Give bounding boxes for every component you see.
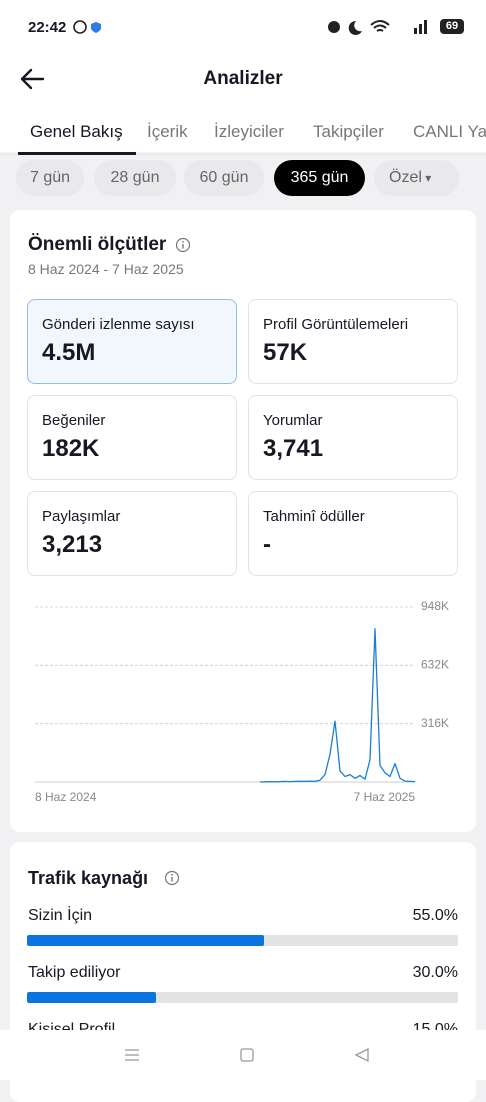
range-chip[interactable]: 7 gün bbox=[16, 160, 84, 196]
metric-value: 4.5M bbox=[42, 339, 96, 366]
tab-indicator bbox=[18, 152, 136, 155]
battery: 69 bbox=[440, 19, 464, 34]
date-range: 8 Haz 2024 - 7 Haz 2025 bbox=[28, 261, 184, 277]
tab-divider bbox=[0, 154, 486, 155]
metric-label: Tahminî ödüller bbox=[263, 508, 365, 525]
metric-label: Profil Görüntülemeleri bbox=[263, 316, 409, 333]
range-chip[interactable]: 60 gün bbox=[184, 160, 264, 196]
traffic-bar-track bbox=[27, 935, 458, 946]
metric-card[interactable]: Yorumlar 3,741 bbox=[248, 395, 458, 480]
metric-value: - bbox=[263, 531, 271, 558]
traffic-name: Sizin İçin bbox=[28, 907, 93, 924]
traffic-bar bbox=[27, 992, 157, 1003]
series-line bbox=[259, 628, 416, 783]
tab[interactable]: İçerik bbox=[147, 122, 188, 141]
metric-card[interactable]: Paylaşımlar 3,213 bbox=[27, 491, 237, 576]
y-tick-label: 632K bbox=[421, 658, 449, 672]
info-icon[interactable] bbox=[175, 237, 191, 253]
metric-label: Yorumlar bbox=[263, 412, 323, 429]
metric-value: 3,213 bbox=[42, 531, 103, 558]
tab[interactable]: Genel Bakış bbox=[30, 122, 123, 141]
metric-card[interactable]: Beğeniler 182K bbox=[27, 395, 237, 480]
traffic-percent: 30.0% bbox=[412, 964, 458, 981]
traffic-bar-track bbox=[27, 992, 458, 1003]
traffic-bar bbox=[27, 935, 265, 946]
nav-icons bbox=[125, 1047, 369, 1063]
x-tick-label: 8 Haz 2024 bbox=[35, 790, 97, 804]
tab[interactable]: CANLI Yayın bbox=[413, 122, 486, 141]
traffic-title: Trafik kaynağı bbox=[28, 868, 149, 888]
metric-value: 3,741 bbox=[263, 435, 324, 462]
info-icon[interactable] bbox=[164, 870, 180, 886]
metric-value: 182K bbox=[42, 435, 100, 462]
status-icons bbox=[73, 20, 101, 34]
status-time: 22:42 bbox=[28, 19, 67, 36]
chip-label: 28 gün bbox=[110, 169, 160, 186]
range-chip[interactable]: 28 gün bbox=[94, 160, 176, 196]
line-chart: 316K 632K 948K 8 Haz 2024 7 Haz 2025 bbox=[35, 599, 449, 804]
chip-label: 60 gün bbox=[199, 169, 249, 186]
dropdown-arrow: ▾ bbox=[421, 171, 432, 185]
x-tick-label: 7 Haz 2025 bbox=[354, 790, 416, 804]
traffic-percent: 55.0% bbox=[412, 907, 458, 924]
chip-label: Özel bbox=[389, 169, 422, 186]
section-title: Önemli ölçütler bbox=[28, 234, 167, 255]
y-tick-label: 316K bbox=[421, 716, 449, 730]
back-button[interactable] bbox=[18, 66, 48, 92]
range-chip[interactable]: Özel ▾ bbox=[374, 160, 459, 196]
metric-card[interactable]: Profil Görüntülemeleri 57K bbox=[248, 299, 458, 384]
top-area bbox=[0, 0, 486, 152]
metric-card[interactable]: Tahminî ödüller - bbox=[248, 491, 458, 576]
tab[interactable]: Takipçiler bbox=[313, 122, 384, 141]
page-title: Analizler bbox=[203, 68, 283, 89]
metric-card[interactable]: Gönderi izlenme sayısı 4.5M bbox=[27, 299, 237, 384]
metric-value: 57K bbox=[263, 339, 308, 366]
metric-label: Beğeniler bbox=[42, 412, 106, 429]
status-right-icons bbox=[328, 20, 427, 35]
metric-label: Paylaşımlar bbox=[42, 508, 121, 525]
y-tick-label: 948K bbox=[421, 599, 449, 613]
chip-label: 7 gün bbox=[29, 169, 71, 186]
range-chip[interactable]: 365 gün bbox=[274, 160, 365, 196]
tab[interactable]: İzleyiciler bbox=[214, 122, 284, 141]
chip-label: 365 gün bbox=[290, 169, 349, 186]
nav-bar bbox=[0, 1030, 486, 1080]
metric-label: Gönderi izlenme sayısı bbox=[42, 316, 195, 333]
traffic-name: Takip ediliyor bbox=[28, 964, 121, 981]
